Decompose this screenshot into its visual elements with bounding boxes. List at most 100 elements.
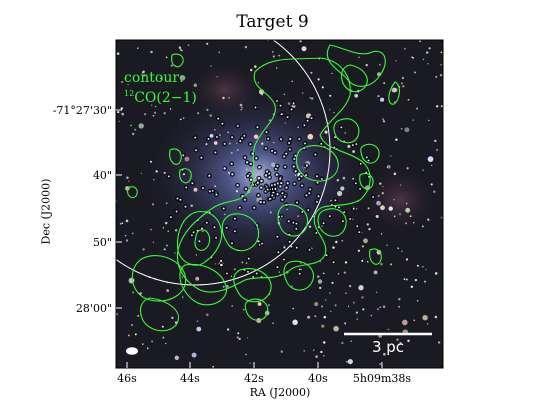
source-star — [255, 157, 258, 160]
source-marker — [246, 256, 252, 262]
star — [206, 313, 209, 317]
source-marker — [275, 264, 280, 270]
source-star — [293, 182, 296, 185]
source-marker — [276, 249, 281, 255]
star — [393, 345, 395, 348]
source-star — [277, 251, 280, 254]
star — [414, 71, 416, 74]
star — [253, 134, 259, 139]
source-star — [359, 188, 361, 190]
star — [431, 164, 433, 167]
star — [352, 150, 355, 153]
star — [153, 179, 155, 181]
source-marker — [292, 181, 297, 187]
star — [412, 119, 414, 121]
source-star — [305, 194, 308, 197]
star — [235, 190, 239, 193]
source-star — [280, 182, 283, 185]
star — [209, 114, 212, 117]
source-marker — [277, 176, 283, 182]
star — [416, 107, 419, 110]
source-marker — [243, 186, 249, 192]
star — [119, 222, 122, 225]
source-star — [230, 162, 233, 165]
star — [132, 291, 135, 294]
source-marker — [168, 214, 174, 220]
source-star — [295, 222, 298, 225]
star — [184, 156, 190, 162]
star — [382, 185, 384, 188]
star — [151, 203, 155, 206]
star — [146, 347, 149, 350]
star — [347, 305, 350, 307]
source-star — [283, 155, 285, 158]
star — [169, 108, 172, 110]
star — [137, 47, 139, 49]
source-marker — [351, 206, 357, 212]
star — [401, 76, 405, 80]
star — [154, 105, 157, 108]
star — [422, 314, 428, 321]
source-star — [279, 185, 282, 188]
star — [341, 341, 344, 345]
star — [280, 350, 284, 353]
star — [206, 108, 209, 112]
source-marker — [284, 185, 289, 191]
source-marker — [339, 125, 344, 130]
star — [300, 268, 302, 271]
source-marker — [190, 180, 195, 186]
star — [287, 102, 291, 105]
source-marker — [299, 183, 305, 189]
star — [419, 40, 422, 43]
plot-frame — [115, 39, 444, 369]
star — [152, 241, 155, 243]
source-star — [223, 143, 226, 145]
star — [308, 225, 312, 228]
star — [130, 124, 132, 127]
star — [363, 238, 368, 244]
star — [149, 160, 153, 163]
star — [405, 278, 408, 281]
source-star — [192, 231, 195, 234]
source-marker — [265, 187, 271, 193]
star — [425, 268, 427, 271]
source-star — [256, 182, 259, 184]
source-marker — [273, 186, 278, 192]
source-star — [355, 143, 358, 146]
star — [127, 83, 129, 86]
source-marker — [255, 180, 261, 186]
star — [388, 208, 391, 211]
star — [362, 308, 365, 311]
source-marker — [254, 271, 260, 276]
star — [406, 167, 409, 170]
source-marker — [286, 140, 292, 146]
star — [314, 302, 319, 307]
source-star — [295, 246, 298, 249]
star — [120, 107, 123, 110]
source-marker — [229, 240, 235, 246]
source-star — [222, 207, 225, 210]
source-marker — [278, 136, 284, 142]
source-marker — [253, 105, 258, 110]
source-star — [247, 270, 249, 273]
star — [310, 71, 313, 74]
source-star — [340, 126, 343, 129]
source-star — [274, 188, 277, 191]
source-star — [247, 174, 249, 177]
star — [377, 94, 380, 98]
source-star — [216, 136, 218, 138]
star — [348, 284, 352, 288]
star — [230, 151, 233, 155]
source-star — [283, 195, 286, 198]
star — [121, 112, 124, 116]
star — [212, 365, 215, 368]
source-star — [300, 175, 303, 178]
source-star — [267, 137, 270, 140]
star — [391, 87, 397, 93]
star — [395, 59, 397, 62]
star — [261, 142, 264, 145]
star — [128, 277, 135, 284]
star — [401, 250, 403, 253]
star — [236, 149, 239, 151]
star — [257, 302, 262, 306]
